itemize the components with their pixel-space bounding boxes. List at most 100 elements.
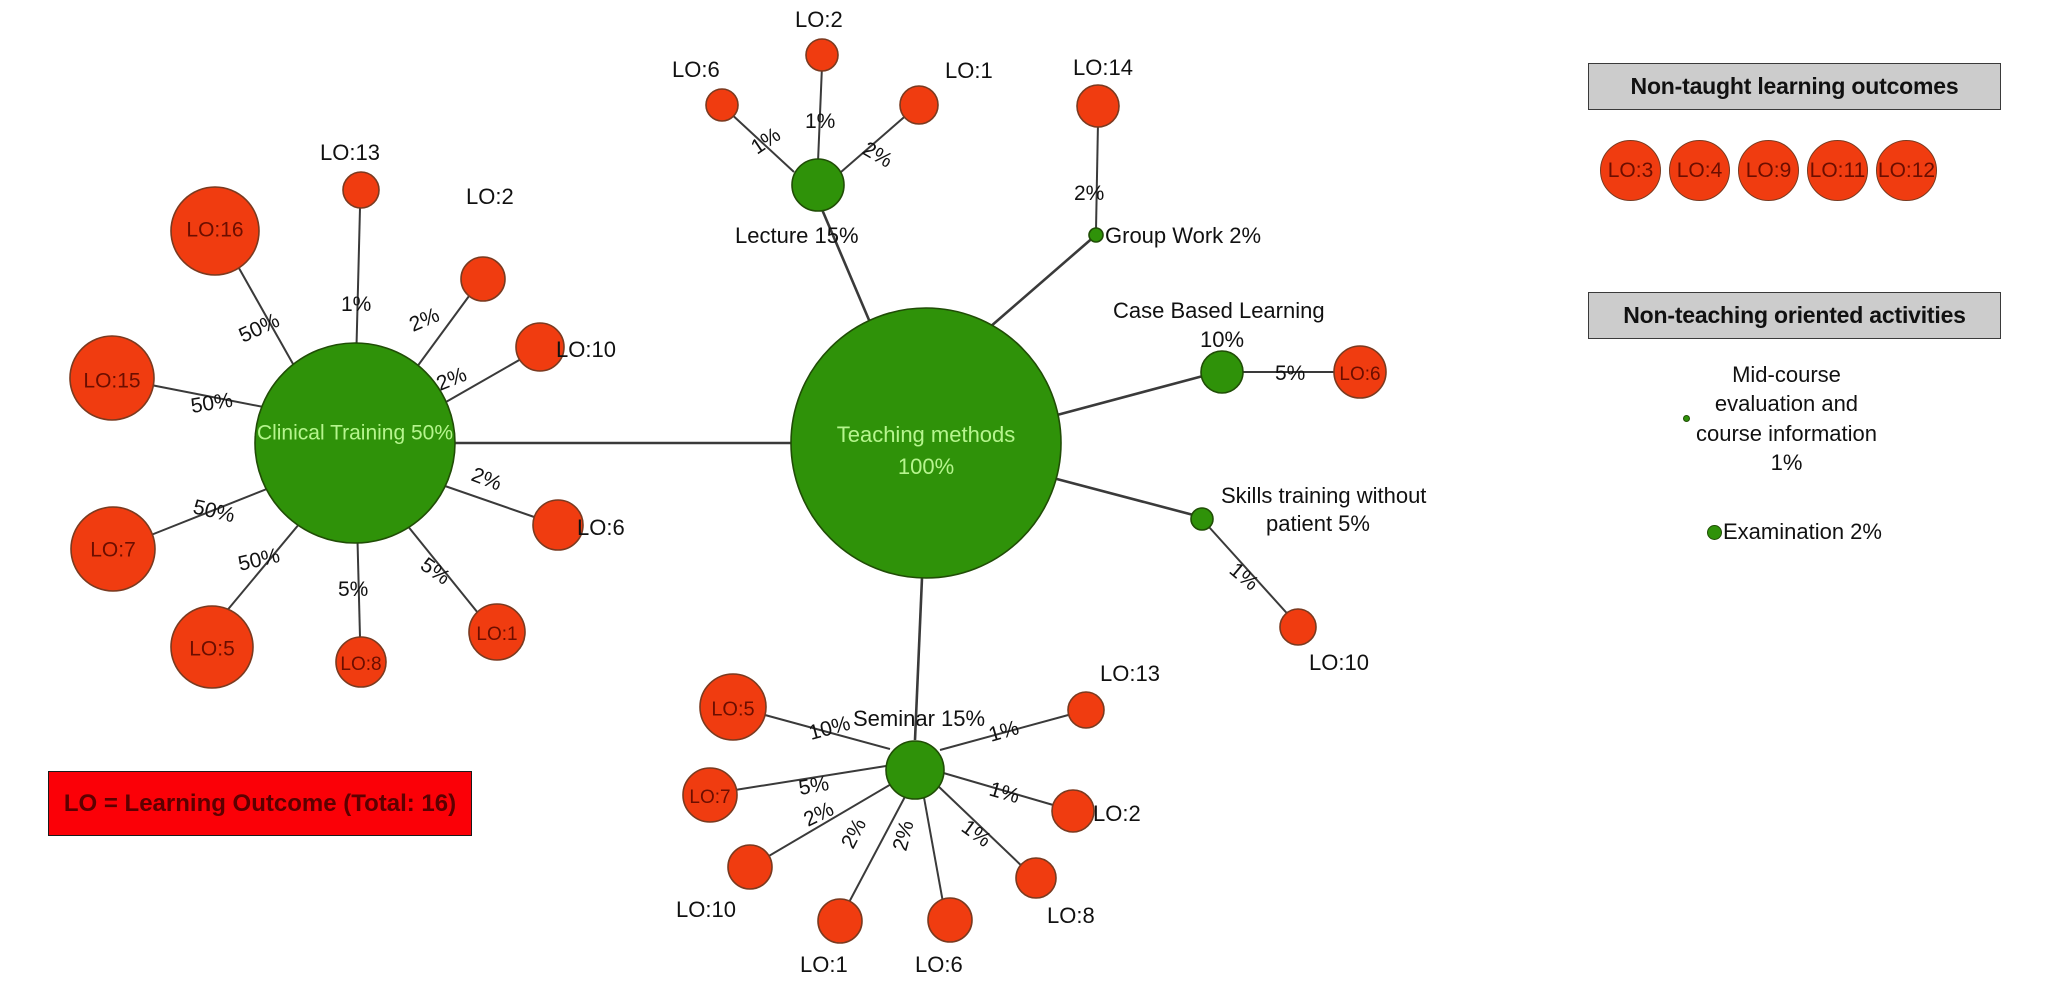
edge-label-st-lo10: 1% (1225, 558, 1263, 595)
legend-chip-lo11[interactable]: LO:11 (1807, 140, 1868, 201)
node-sem-lo1-circle[interactable] (817, 898, 863, 944)
edge-root-skills-training (1052, 476, 1202, 519)
legend-chip-lo12[interactable]: LO:12 (1876, 140, 1937, 201)
edge-label-sem-lo7: 5% (797, 772, 831, 800)
node-ct-lo10[interactable]: LO:10 (515, 322, 616, 372)
node-sem-lo8[interactable]: LO:8 (1015, 857, 1095, 928)
node-ct-lo5[interactable]: LO:5 (170, 605, 254, 689)
edge-root-lecture (816, 199, 871, 321)
node-sem-lo1[interactable]: LO:1 (800, 898, 863, 977)
node-ct-lo10-circle[interactable] (515, 322, 565, 372)
node-ct-lo2-circle[interactable] (460, 256, 506, 302)
legend-chip-lo4[interactable]: LO:4 (1669, 140, 1730, 201)
node-teaching-methods-circle[interactable] (790, 307, 1062, 579)
edge-st-lo10 (1208, 526, 1294, 621)
node-sem-lo6[interactable]: LO:6 (915, 897, 973, 977)
node-lec-lo6-circle[interactable] (705, 88, 739, 122)
legend-item-examination[interactable]: Examination 2% (1707, 519, 1882, 545)
node-ct-lo1-circle[interactable] (468, 603, 526, 661)
legend-learning-outcome-box: LO = Learning Outcome (Total: 16) (48, 771, 472, 836)
edge-label-sem-lo6: 2% (889, 818, 919, 853)
node-ct-lo13-circle[interactable] (342, 171, 380, 209)
node-clinical-training-label: Clinical Training 50% (257, 422, 453, 445)
node-ct-lo8[interactable]: LO:8 (335, 636, 387, 688)
node-skills-training-circle[interactable] (1190, 507, 1214, 531)
edge-label-ct-lo5: 50% (236, 544, 282, 576)
node-ct-lo13[interactable]: LO:13 (320, 140, 380, 209)
edge-group-seminar (734, 713, 1073, 909)
node-st-lo10-circle[interactable] (1279, 608, 1317, 646)
node-lecture-circle[interactable] (791, 158, 845, 212)
node-ct-lo16-circle[interactable] (170, 186, 260, 276)
node-gw-lo14[interactable]: LO:14 (1073, 55, 1133, 128)
node-lec-lo2-circle[interactable] (805, 38, 839, 72)
node-sem-lo2-circle[interactable] (1051, 789, 1095, 833)
node-ct-lo6-circle[interactable] (532, 499, 584, 551)
node-sem-lo6-circle[interactable] (927, 897, 973, 943)
legend-item-mid-course-evaluation[interactable]: Mid-course evaluation and course informa… (1683, 360, 1933, 477)
node-lec-lo1-circle[interactable] (899, 85, 939, 125)
node-ct-lo16[interactable]: LO:16 (170, 186, 260, 276)
edge-label-ct-lo2: 2% (406, 304, 443, 337)
edge-sem-lo5 (764, 714, 891, 750)
node-lec-lo6[interactable]: LO:6 (672, 57, 739, 122)
node-ct-lo2[interactable]: LO:2 (460, 184, 514, 302)
edge-root-case-based-learning (1056, 370, 1219, 417)
edge-sem-lo2 (939, 771, 1061, 808)
node-sem-lo7[interactable]: LO:7 (682, 767, 738, 823)
node-sem-lo10[interactable]: LO:10 (676, 844, 773, 922)
node-sem-lo5-circle[interactable] (699, 673, 767, 741)
node-gw-lo14-circle[interactable] (1076, 84, 1120, 128)
node-case-based-learning-label-line2: 10% (1200, 327, 1244, 352)
node-skills-training-label-line2: patient 5% (1266, 511, 1370, 536)
node-sem-lo5[interactable]: LO:5 (699, 673, 767, 741)
node-sem-lo8-circle[interactable] (1015, 857, 1057, 899)
node-skills-training[interactable]: Skills training without patient 5% (1190, 483, 1426, 536)
node-cbl-lo6[interactable]: LO:6 (1333, 345, 1387, 399)
node-clinical-training[interactable]: Clinical Training 50% (254, 342, 456, 544)
node-ct-lo1[interactable]: LO:1 (468, 603, 526, 661)
edge-lec-lo1 (840, 111, 911, 173)
node-ct-lo15-circle[interactable] (69, 335, 155, 421)
node-ct-lo8-circle[interactable] (335, 636, 387, 688)
node-sem-lo13[interactable]: LO:13 (1067, 661, 1160, 729)
node-ct-lo15[interactable]: LO:15 (69, 335, 155, 421)
node-ct-lo5-circle[interactable] (170, 605, 254, 689)
node-ct-lo10-label: LO:10 (556, 337, 616, 362)
legend-non-taught-title: Non-taught learning outcomes (1630, 73, 1959, 99)
node-ct-lo7-circle[interactable] (70, 506, 156, 592)
node-lecture[interactable]: Lecture 15% (735, 158, 859, 248)
node-sem-lo7-label: LO:7 (689, 787, 730, 808)
node-lec-lo6-label: LO:6 (672, 57, 720, 82)
legend-non-taught-chips: LO:3 LO:4 LO:9 LO:11 LO:12 (1600, 140, 1937, 201)
legend-non-teaching-title: Non-teaching oriented activities (1623, 302, 1966, 328)
node-sem-lo7-circle[interactable] (682, 767, 738, 823)
node-seminar[interactable]: Seminar 15% (853, 706, 985, 800)
node-case-based-learning-circle[interactable] (1200, 350, 1244, 394)
node-ct-lo6[interactable]: LO:6 (532, 499, 625, 551)
node-group-work[interactable]: Group Work 2% (1088, 223, 1261, 248)
node-lec-lo1[interactable]: LO:1 (899, 58, 993, 125)
edge-label-sem-lo13: 1% (986, 716, 1022, 746)
green-dot-icon-medium (1707, 524, 1722, 540)
node-cbl-lo6-circle[interactable] (1333, 345, 1387, 399)
node-lec-lo2-label: LO:2 (795, 7, 843, 32)
node-st-lo10[interactable]: LO:10 (1279, 608, 1369, 675)
node-ct-lo7[interactable]: LO:7 (70, 506, 156, 592)
node-teaching-methods[interactable]: Teaching methods 100% (790, 307, 1062, 579)
node-sem-lo13-circle[interactable] (1067, 691, 1105, 729)
node-group-work-circle[interactable] (1088, 227, 1104, 243)
legend-chip-lo9[interactable]: LO:9 (1738, 140, 1799, 201)
legend-item-mid-course-evaluation-label: Mid-course evaluation and course informa… (1696, 362, 1877, 475)
node-clinical-training-circle[interactable] (254, 342, 456, 544)
node-sem-lo10-circle[interactable] (727, 844, 773, 890)
node-sem-lo2[interactable]: LO:2 (1051, 789, 1141, 833)
node-seminar-circle[interactable] (885, 740, 945, 800)
edge-label-lec-lo1: 2% (859, 137, 897, 172)
edge-label-sem-lo5: 10% (806, 712, 853, 745)
node-case-based-learning[interactable]: Case Based Learning 10% (1113, 298, 1325, 394)
legend-chip-lo3[interactable]: LO:3 (1600, 140, 1661, 201)
edge-group-lecture (727, 65, 911, 173)
node-lec-lo2[interactable]: LO:2 (795, 7, 843, 72)
